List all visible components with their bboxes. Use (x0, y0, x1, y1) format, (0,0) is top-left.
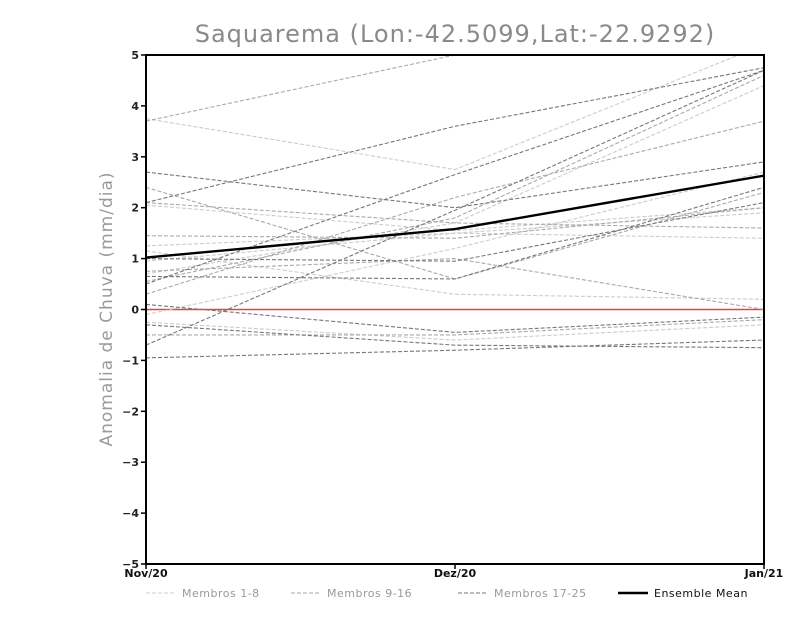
series-line-membro-1 (146, 55, 741, 171)
legend: Membros 1-8 Membros 9-16 Membros 17-25 Ense… (146, 587, 748, 600)
series-line-membro-16 (146, 186, 764, 280)
x-tick-label: Jan/21 (744, 567, 784, 580)
y-tick-label: −2 (122, 405, 139, 418)
y-tick-label: −5 (122, 558, 139, 571)
series-line-membro-9 (146, 55, 467, 122)
series-line-membro-19 (146, 186, 764, 280)
series-line-membro-7 (146, 212, 764, 262)
series-line-membro-12 (146, 120, 764, 295)
y-tick-label: 4 (131, 100, 139, 113)
series-line-membro-24 (146, 324, 764, 349)
series-line-membro-23 (146, 69, 764, 285)
legend-label: Ensemble Mean (654, 587, 748, 600)
series-line-membro-25 (146, 202, 764, 262)
series-line-membro-6 (146, 171, 764, 316)
series-line-membro-14 (146, 319, 764, 336)
x-tick-label: Dez/20 (434, 567, 477, 580)
chart-title: Saquarema (Lon:-42.5099,Lat:-22.9292) (195, 20, 716, 48)
y-axis-label: Anomalia de Chuva (mm/dia) (97, 171, 117, 446)
y-tick-label: 0 (131, 304, 139, 317)
series-line-membro-21 (146, 303, 764, 333)
series-line-ensemble-mean (146, 174, 764, 259)
series-line-membro-18 (146, 67, 764, 204)
y-tick-label: −4 (122, 507, 139, 520)
y-tick-label: −3 (122, 456, 139, 469)
y-tick-label: 1 (131, 253, 139, 266)
series-line-membro-17 (146, 161, 764, 209)
y-tick-label: 3 (131, 151, 139, 164)
series-line-membro-15 (146, 74, 764, 283)
y-tick-label: −1 (122, 354, 139, 367)
legend-label: Membros 1-8 (182, 587, 260, 600)
y-axis-ticks: −5 −4 −3 −2 −1 0 1 2 3 4 5 (122, 49, 146, 571)
series-line-membro-4 (146, 85, 764, 275)
plot-lines (146, 55, 764, 359)
x-tick-label: Nov/20 (124, 567, 168, 580)
series-line-membro-5 (146, 204, 764, 232)
series-line-membro-20 (146, 339, 764, 359)
legend-label: Membros 17-25 (494, 587, 587, 600)
legend-label: Membros 9-16 (327, 587, 412, 600)
series-line-membro-2 (146, 232, 764, 247)
series-line-membro-11 (146, 258, 764, 311)
series-line-membro-10 (146, 202, 764, 229)
series-line-membro-8 (146, 321, 764, 341)
y-tick-label: 2 (131, 202, 139, 215)
x-axis-ticks: Nov/20 Dez/20 Jan/21 (124, 564, 783, 580)
series-line-membro-3 (146, 250, 764, 300)
y-tick-label: 5 (131, 49, 139, 62)
series-line-membro-22 (146, 69, 764, 346)
